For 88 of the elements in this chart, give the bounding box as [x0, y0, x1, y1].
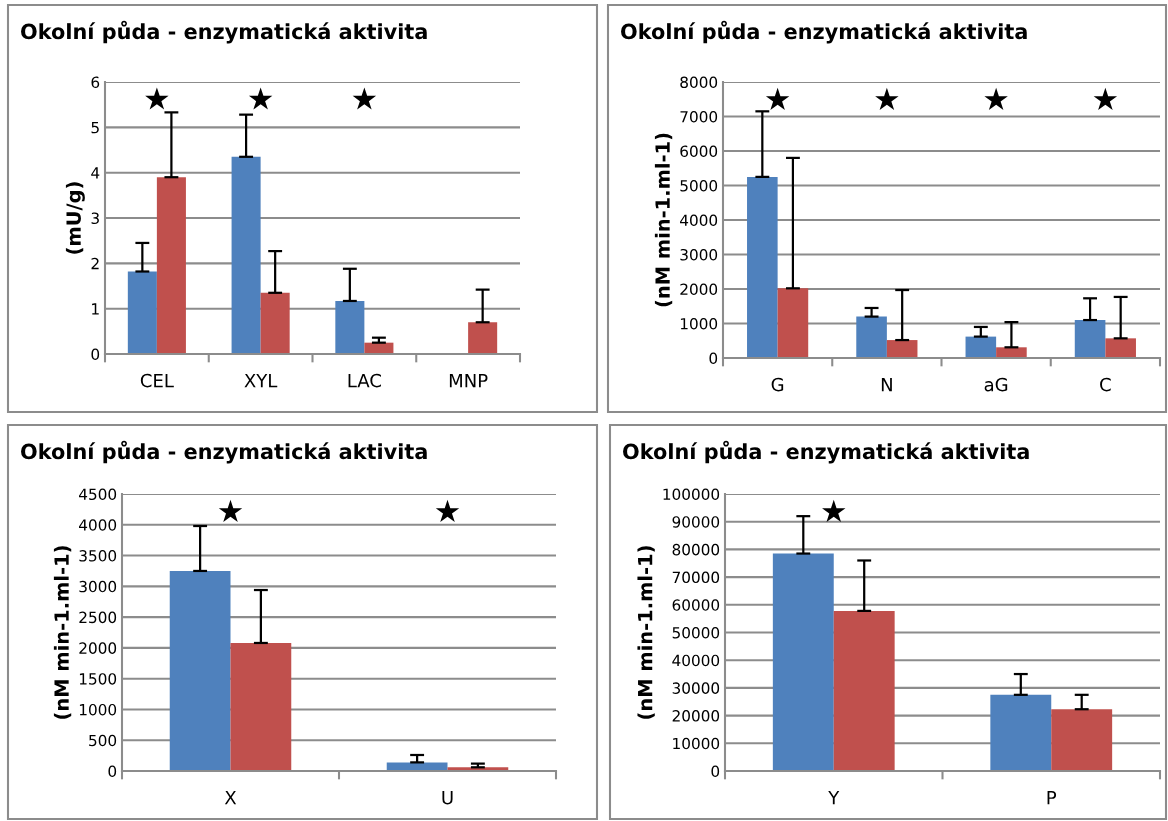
y-axis-title: (mU/g)	[65, 182, 85, 254]
y-tick-label: 0	[91, 348, 100, 361]
chart-title: Okolní půda - enzymatická aktivita	[621, 20, 1027, 44]
x-tick-label: U	[442, 791, 453, 805]
y-tick-label: 5000	[680, 179, 718, 192]
y-tick-label: 10000	[673, 737, 720, 750]
y-tick-label: 4500	[79, 488, 117, 501]
y-tick-label: 1000	[680, 317, 718, 330]
y-tick-label: 4	[91, 167, 100, 179]
y-tick-label: 3500	[79, 550, 117, 562]
x-tick-label: Y	[828, 791, 840, 805]
y-tick-label: 1500	[79, 673, 117, 685]
bar	[260, 292, 290, 354]
annotation: ★	[248, 87, 273, 110]
y-tick-label: 7000	[680, 110, 718, 123]
y-tick-label: 6000	[680, 145, 718, 158]
chart-title: Okolní půda - enzymatická aktivita	[21, 440, 427, 464]
annotation: ★	[435, 499, 460, 522]
bar	[772, 553, 834, 771]
bar	[127, 271, 157, 354]
y-axis-title: (nM min-1.ml-1)	[637, 546, 655, 719]
bar	[1105, 338, 1136, 358]
y-tick-label: 0	[108, 765, 117, 778]
y-tick-label: 50000	[672, 626, 720, 639]
bar	[747, 176, 778, 358]
bar	[965, 336, 997, 358]
x-tick-label: N	[881, 378, 892, 392]
y-tick-label: 3	[91, 212, 99, 225]
annotation: ★	[765, 87, 790, 110]
annotation: ★	[822, 499, 846, 522]
y-tick-label: 6	[91, 76, 100, 89]
bar	[468, 322, 498, 354]
x-tick-label: C	[1100, 377, 1111, 392]
annotation: ★	[875, 87, 899, 110]
y-tick-label: 40000	[672, 654, 720, 667]
y-tick-label: 4000	[79, 519, 117, 531]
y-tick-label: 80000	[672, 543, 720, 556]
bar	[386, 762, 448, 771]
annotation: ★	[218, 499, 243, 522]
y-tick-label: 30000	[672, 682, 720, 694]
y-tick-label: 2000	[680, 283, 718, 296]
y-tick-label: 70000	[672, 571, 720, 584]
y-tick-label: 2500	[79, 611, 117, 624]
y-axis-title: (nM min-1.ml-1)	[53, 546, 72, 719]
x-tick-label: G	[771, 377, 784, 392]
annotation: ★	[352, 87, 377, 110]
bar	[996, 347, 1027, 358]
x-tick-label: CEL	[140, 373, 174, 388]
y-tick-label: 8000	[680, 76, 718, 89]
bar	[169, 570, 231, 771]
x-tick-label: LAC	[348, 373, 381, 388]
y-tick-label: 500	[89, 734, 117, 747]
bar	[335, 300, 365, 354]
bar	[1074, 320, 1106, 358]
bar	[833, 610, 895, 771]
x-tick-label: XYL	[244, 374, 278, 388]
y-tick-label: 3000	[680, 248, 718, 261]
y-tick-label: 0	[711, 765, 720, 778]
bar	[886, 340, 918, 358]
bar	[231, 156, 261, 354]
annotation: ★	[145, 87, 169, 110]
chart-title: Okolní půda - enzymatická aktivita	[21, 20, 427, 44]
y-tick-label: 1000	[79, 703, 117, 716]
x-tick-label: X	[224, 791, 237, 805]
bar	[1051, 709, 1113, 771]
bar	[230, 642, 292, 771]
y-tick-label: 90000	[672, 516, 720, 528]
y-axis-title: (nM min-1.ml-1)	[654, 133, 673, 307]
x-tick-label: P	[1047, 791, 1057, 805]
x-tick-label: aG	[984, 377, 1008, 392]
bar	[777, 288, 809, 358]
y-tick-label: 3000	[79, 580, 117, 593]
chart-title: Okolní půda - enzymatická aktivita	[623, 440, 1029, 464]
annotation: ★	[1093, 87, 1118, 110]
y-tick-label: 2000	[79, 642, 117, 654]
y-tick-label: 2	[91, 257, 99, 270]
x-tick-label: MNP	[449, 374, 488, 388]
y-tick-label: 5	[91, 122, 99, 134]
y-tick-label: 100000	[663, 488, 720, 501]
bar	[856, 316, 887, 358]
y-tick-label: 1	[92, 303, 99, 315]
bar	[156, 177, 186, 354]
y-tick-label: 60000	[672, 599, 720, 611]
y-tick-label: 0	[709, 352, 718, 365]
y-tick-label: 20000	[672, 710, 720, 722]
y-tick-label: 4000	[680, 214, 718, 227]
bar	[990, 694, 1052, 771]
annotation: ★	[984, 87, 1008, 110]
